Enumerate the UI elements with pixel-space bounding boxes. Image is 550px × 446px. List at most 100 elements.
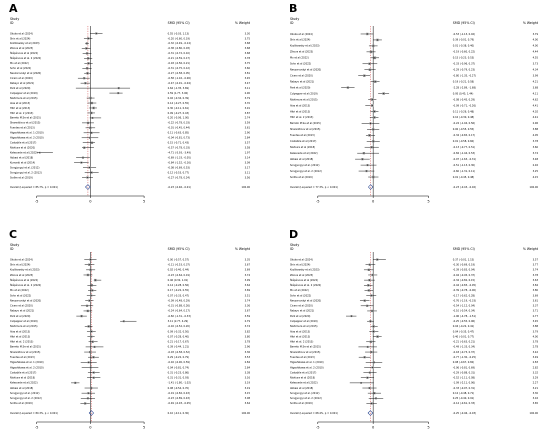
smd-value: 0.01 (-0.38, 0.40) [453, 45, 474, 48]
study-label: Culpepper et al (2019) [290, 320, 318, 323]
study-label: Okuka et al (2024) [10, 32, 33, 35]
smd-value: 0.29 (-0.22, 0.79) [168, 356, 189, 359]
study-label: Hitri et al (2013) [10, 335, 30, 338]
point-estimate [88, 264, 90, 266]
study-label: Higashikawa et al. 1 (2010) [10, 361, 44, 364]
study-label: Songjungyi et al. 2 (2012) [10, 397, 42, 400]
study-label: Higashikawa et al. 2 (2010) [290, 366, 324, 369]
weight-value: 3.14 [245, 156, 251, 159]
point-estimate [93, 372, 95, 374]
point-estimate [366, 305, 368, 307]
weight-value: 3.63 [533, 279, 539, 282]
smd-value: 0.15 (-0.71, 0.43) [168, 142, 189, 145]
smd-value: -0.80 (-1.35, -0.27) [453, 75, 476, 78]
smd-value: 0.01 (-0.58, 0.60) [453, 140, 474, 143]
weight-value: 3.75 [245, 62, 251, 65]
weight-value: 3.68 [245, 52, 251, 55]
point-estimate [371, 105, 373, 106]
smd-value: -1.09 (-2.11, 0.06) [453, 382, 475, 385]
smd-value: -0.33 (-0.96, 0.37) [453, 63, 475, 66]
smd-value: -0.54 (-1.12, 0.04) [453, 305, 475, 308]
smd-value: 0.37 (-0.01, 1.15) [453, 258, 474, 261]
study-label: Nishimura et al (2015) [10, 97, 38, 100]
point-estimate [363, 152, 365, 154]
study-label: Cicero et al (2020) [290, 75, 313, 78]
point-estimate [81, 315, 83, 317]
weight-value: 4.21 [533, 80, 539, 83]
weight-value: 3.16 [245, 377, 251, 380]
study-label: Fuentes et al (2013) [10, 356, 35, 359]
point-estimate [370, 122, 371, 124]
smd-value: 0.00 (-0.55, 0.55) [453, 128, 474, 131]
point-estimate [372, 176, 374, 178]
weight-value: 3.42 [533, 351, 539, 354]
study-label: Songjungyi et al. 2 (2012) [10, 171, 42, 174]
study-label: Štěpánova et al. 2 (2022) [10, 284, 41, 287]
point-estimate [367, 284, 369, 286]
smd-value: 0.08 (-0.54, 0.70) [168, 387, 189, 390]
point-estimate [86, 52, 88, 54]
smd-value: 0.07 (-0.33, 0.47) [168, 294, 189, 297]
point-estimate [117, 92, 119, 94]
smd-value: -0.06 (-0.81, 0.69) [453, 366, 475, 369]
smd-value: 0.17 (-0.22, 0.55) [168, 289, 189, 292]
weight-value: 4.41 [533, 104, 539, 107]
study-label: Nevzorovskyi et al (2020) [10, 72, 41, 75]
weight-value: 3.15 [245, 392, 251, 395]
smd-value: 0.30 (-0.11, 0.61) [168, 107, 189, 110]
smd-value: -0.11 (-0.53, 0.37) [168, 264, 190, 267]
study-label: Sohn et al (2022) [10, 67, 31, 70]
study-label: Park et al (2020) [290, 315, 310, 318]
study-label: Rabayo et al (2021) [290, 80, 314, 83]
overall-diamond [85, 184, 91, 190]
weight-value: 3.65 [533, 402, 539, 405]
study-label: Songjungyi et al. (2012) [290, 392, 319, 395]
header-study: Study [10, 243, 19, 247]
study-label: Mo et al (2022) [10, 289, 29, 292]
smd-value: 0.15 (-0.23, 0.53) [453, 57, 474, 60]
study-label: Songjungyi et al. 2 (2012) [290, 397, 322, 400]
smd-value: -0.21 (-0.59, 0.17) [168, 57, 190, 60]
weight-value: 3.69 [245, 269, 251, 272]
smd-value: -0.24 (-1.04, 0.56) [453, 122, 475, 125]
study-label: Cicero et al (2020) [10, 305, 33, 308]
study-label: Songjungyi et al. (2012) [10, 166, 39, 169]
weight-value: 3.11 [245, 171, 251, 174]
point-estimate [368, 269, 370, 271]
smd-value: -0.97 (-1.63, -0.31) [453, 158, 476, 161]
smd-value: 0.09 (-0.32, 0.50) [168, 330, 189, 333]
weight-value: 3.88 [533, 128, 539, 131]
weight-value: 3.77 [533, 264, 539, 267]
point-estimate [369, 372, 371, 374]
study-label: Costabile et al (2017) [10, 142, 36, 145]
study-label: Alas et al (2013) [290, 330, 310, 333]
weight-value: 3.71 [533, 310, 539, 313]
study-label: Kelesoede et al (2022) [290, 382, 318, 385]
weight-value: 2.82 [533, 366, 539, 369]
weight-value: 3.68 [533, 86, 539, 89]
study-label: Štěpánova et al. 2 (2022) [10, 57, 41, 60]
smd-value: -0.18 (-0.56, 0.21) [168, 62, 190, 65]
weight-value: 3.35 [245, 258, 251, 261]
study-label: Hitri et al. 2 (2013) [290, 341, 313, 344]
smd-value: 0.10 (-0.30, 0.48) [453, 116, 474, 119]
overall-diamond [88, 410, 94, 416]
point-estimate [83, 77, 85, 79]
weight-value: 3.79 [533, 33, 539, 36]
weight-value: 4.00 [533, 45, 539, 48]
weight-value: 2.84 [245, 361, 251, 364]
point-estimate [374, 81, 376, 83]
weight-value: 3.51 [245, 294, 251, 297]
point-estimate [363, 75, 365, 77]
weight-value: 3.57 [533, 258, 539, 261]
x-tick-label: 0 [89, 426, 92, 430]
study-label: Okuka et al (2024) [290, 33, 313, 36]
smd-value: 0.14 (-0.27, 0.55) [168, 102, 189, 105]
smd-value: -0.18 (-0.73, 0.37) [453, 351, 475, 354]
point-estimate [366, 377, 368, 379]
point-estimate [87, 274, 89, 276]
point-estimate [372, 128, 374, 130]
point-estimate [93, 107, 95, 109]
